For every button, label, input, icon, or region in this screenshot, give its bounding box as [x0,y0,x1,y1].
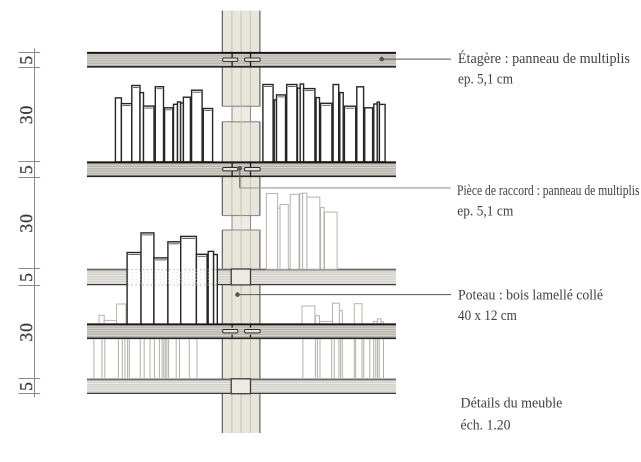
svg-text:éch. 1.20: éch. 1.20 [461,417,511,433]
svg-text:30: 30 [16,213,36,233]
svg-text:5: 5 [16,164,36,174]
svg-text:Pièce de raccord : panneau de: Pièce de raccord : panneau de multiplis [457,183,640,199]
svg-text:5: 5 [16,381,36,391]
svg-text:30: 30 [16,322,36,342]
svg-text:Poteau : bois lamellé collé: Poteau : bois lamellé collé [458,288,603,304]
svg-text:5: 5 [16,272,36,282]
svg-text:30: 30 [16,105,36,125]
svg-text:ep. 5,1 cm: ep. 5,1 cm [458,71,514,87]
svg-text:40 x 12 cm: 40 x 12 cm [458,308,517,324]
svg-text:ep. 5,1 cm: ep. 5,1 cm [457,204,514,220]
svg-text:Étagère : panneau de multiplis: Étagère : panneau de multiplis [458,50,630,67]
svg-text:5: 5 [16,55,36,65]
svg-text:Détails du meuble: Détails du meuble [461,395,563,411]
